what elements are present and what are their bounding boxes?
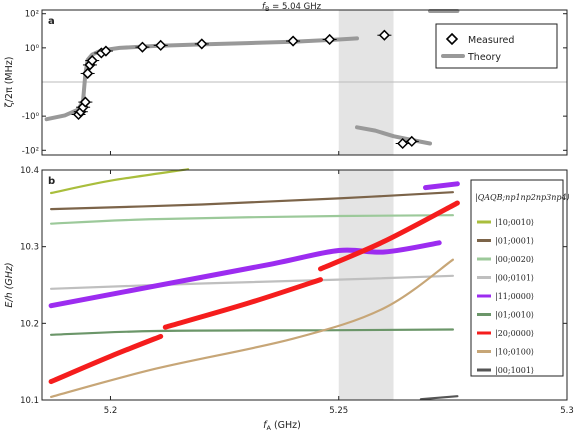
series-line-11 xyxy=(419,395,459,401)
panel-a-y-tick-label: -10⁰ xyxy=(22,112,40,122)
panel-b-x-tick-label: 5.25 xyxy=(329,406,348,416)
series-line-1 xyxy=(50,191,454,211)
measured-point xyxy=(100,45,112,57)
measured-point xyxy=(287,35,299,47)
series-line-2 xyxy=(50,214,454,225)
panel-a-frame xyxy=(41,9,568,156)
measured-point xyxy=(136,41,148,53)
panel-a-y-ticks: 10² 10⁰ -10⁰ -10² xyxy=(22,10,567,156)
panel-b-label: b xyxy=(48,176,55,187)
panel-b-x-ticks: 5.2 5.25 5.3 xyxy=(104,151,574,416)
panel-a-y-tick-label: 10⁰ xyxy=(25,44,40,54)
measured-point xyxy=(378,29,390,41)
panel-a-measured-points xyxy=(71,29,419,150)
panel-a-theory-curves xyxy=(44,9,460,146)
panel-a: 10² 10⁰ -10⁰ -10² a fB = 5.04 GHz ζ/2π (MHz… xyxy=(4,2,568,156)
legend-label-7: |10;0100⟩ xyxy=(495,348,534,357)
legend-label-6: |20;0000⟩ xyxy=(495,329,534,338)
panel-b-y-tick-label: 10.1 xyxy=(20,396,39,406)
series-line-10 xyxy=(50,258,454,398)
series-line-5 xyxy=(423,181,460,191)
legend-label-4: |11;0000⟩ xyxy=(495,292,534,301)
panel-b-x-tick-label: 5.3 xyxy=(560,406,574,416)
measured-point xyxy=(324,33,336,46)
legend-label-1: |01;0001⟩ xyxy=(495,237,534,246)
legend-label-3: |00;0101⟩ xyxy=(495,274,534,283)
panel-b-series xyxy=(48,168,460,401)
panel-a-y-tick-label: 10² xyxy=(25,10,39,20)
series-line-9 xyxy=(318,200,460,272)
legend-label-8: |00;1001⟩ xyxy=(495,366,534,375)
measured-point xyxy=(406,135,418,147)
series-line-7 xyxy=(48,333,164,385)
panel-b: 5.2 5.25 5.3 10.110.210.310.4 b E/h (GHz) … xyxy=(4,151,574,432)
legend-label-2: |00;0020⟩ xyxy=(495,255,534,264)
series-line-3 xyxy=(50,274,454,290)
panel-b-legend-items: |10;0010⟩ |01;0001⟩ |00;0020⟩ |00;0101⟩ |11;… xyxy=(477,218,534,375)
panel-b-shaded-region xyxy=(338,170,394,400)
panel-b-legend: |QAQB;np1np2np3np4⟩ |10;0010⟩ |01;0001⟩ |0… xyxy=(470,179,570,377)
measured-point xyxy=(82,67,94,80)
series-line-6 xyxy=(50,328,454,336)
measured-point xyxy=(196,38,208,50)
panel-a-label: a xyxy=(48,16,55,27)
panel-b-y-ticks: 10.1 10.2 10.3 10.4 xyxy=(20,166,567,406)
panel-b-x-tick-label: 5.2 xyxy=(104,406,118,416)
measured-point xyxy=(79,96,91,108)
measured-point xyxy=(155,39,167,51)
panel-b-y-tick-label: 10.4 xyxy=(20,166,39,176)
panel-a-y-axis-label: ζ/2π (MHz) xyxy=(4,57,15,108)
legend-measured-marker xyxy=(445,32,459,46)
measured-point xyxy=(86,55,98,67)
legend-label-0: |10;0010⟩ xyxy=(495,218,534,227)
legend-theory-label: Theory xyxy=(467,52,501,63)
panel-a-legend-box xyxy=(435,23,558,69)
series-line-8 xyxy=(162,277,323,330)
panel-b-y-tick-label: 10.3 xyxy=(20,243,39,253)
series-line-4 xyxy=(48,240,442,309)
panel-a-legend: Measured Theory xyxy=(435,23,558,69)
legend-measured-label: Measured xyxy=(468,35,514,46)
panel-a-y-tick-label: -10² xyxy=(22,146,39,156)
panel-b-x-axis-label: fA (GHz) xyxy=(263,420,301,432)
series-line-0 xyxy=(50,168,190,195)
panel-b-y-axis-label: E/h (GHz) xyxy=(4,262,15,307)
panel-a-theory-main xyxy=(44,36,359,122)
panel-b-y-tick-label: 10.2 xyxy=(20,319,39,329)
legend-label-5: |01;0010⟩ xyxy=(495,311,534,320)
panel-b-frame xyxy=(41,169,568,401)
panel-a-title: fB = 5.04 GHz xyxy=(262,2,322,13)
panel-b-legend-header: |QAQB;np1np2np3np4⟩ xyxy=(475,193,570,202)
